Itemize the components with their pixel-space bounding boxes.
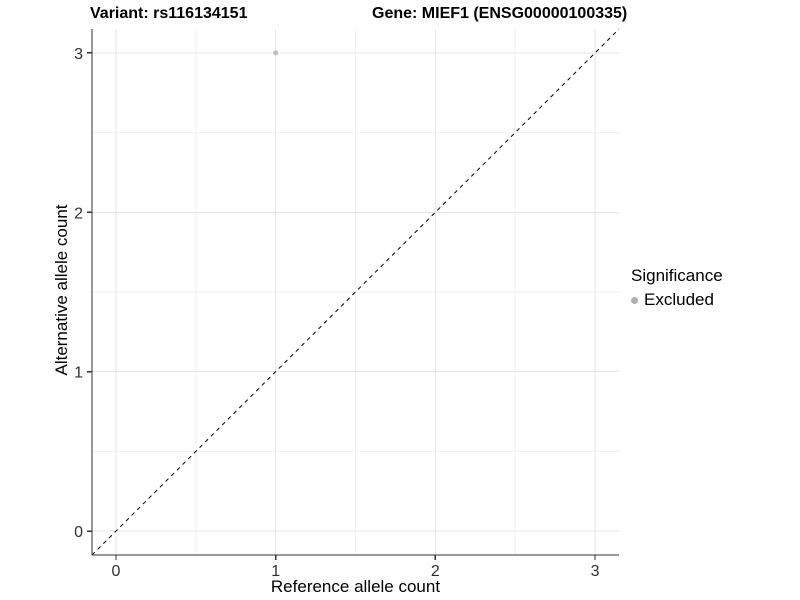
legend-title: Significance xyxy=(631,266,723,285)
y-tick-label: 1 xyxy=(74,365,83,382)
y-tick-label: 2 xyxy=(74,205,83,222)
y-tick-label: 0 xyxy=(74,524,83,541)
legend-item-excluded: Excluded xyxy=(631,290,723,310)
x-tick-label: 1 xyxy=(271,563,280,580)
x-tick-label: 2 xyxy=(431,563,440,580)
y-axis-title: Alternative allele count xyxy=(52,204,71,376)
plot-title-variant: Variant: rs116134151 xyxy=(90,5,248,22)
legend: Significance Excluded xyxy=(631,266,723,310)
data-point xyxy=(273,50,279,56)
x-tick-label: 0 xyxy=(112,563,121,580)
x-axis-title: Reference allele count xyxy=(270,577,441,596)
y-tick-label: 3 xyxy=(74,46,83,63)
plot-title-gene: Gene: MIEF1 (ENSG00000100335) xyxy=(372,5,628,22)
x-tick-label: 3 xyxy=(591,563,600,580)
legend-item-label: Excluded xyxy=(644,290,714,309)
excluded-point-swatch xyxy=(631,296,638,304)
